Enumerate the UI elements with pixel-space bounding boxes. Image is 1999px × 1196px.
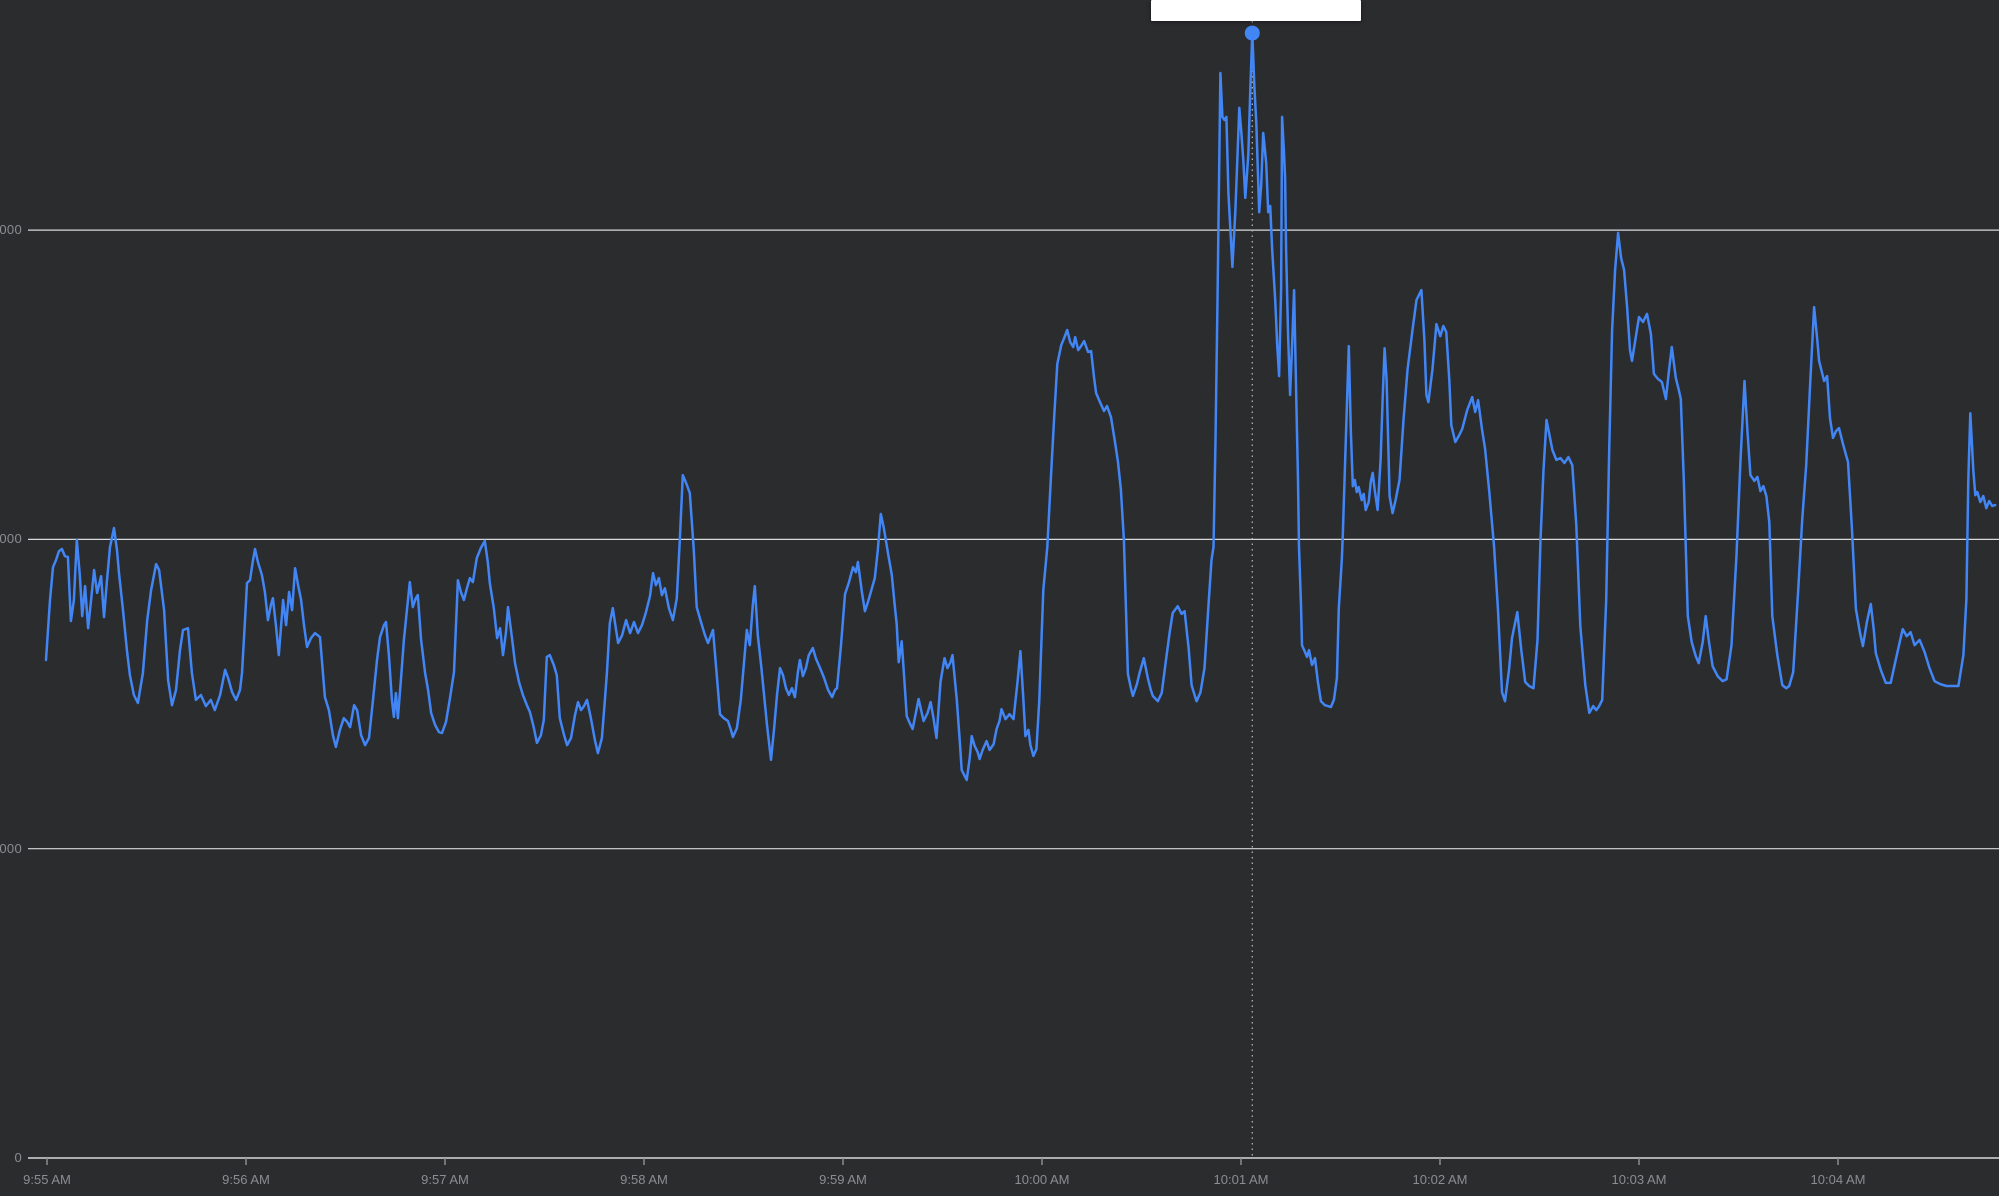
selected-point-marker — [1244, 25, 1260, 41]
x-tick-label: 9:56 AM — [222, 1172, 270, 1187]
gridlines — [28, 229, 1999, 1159]
series-polyline — [44, 31, 1997, 782]
y-tick-label: 0 — [14, 1150, 22, 1165]
series-line — [44, 31, 1997, 782]
y-tick-label: 000 — [0, 531, 22, 547]
x-tick-label: 10:00 AM — [1014, 1172, 1070, 1187]
x-tick-label: 10:03 AM — [1611, 1172, 1667, 1187]
x-tick-label: 10:01 AM — [1213, 1172, 1269, 1187]
x-tick-label: 9:55 AM — [23, 1172, 71, 1187]
x-tick-label: 9:58 AM — [620, 1172, 668, 1187]
y-tick-label: 000 — [0, 840, 22, 856]
y-tick-label: 000 — [0, 222, 22, 238]
x-tick-label: 10:02 AM — [1412, 1172, 1468, 1187]
x-axis-ticks — [46, 1158, 1839, 1165]
x-tick-label: 9:57 AM — [421, 1172, 469, 1187]
tooltip — [1151, 0, 1361, 21]
x-tick-label: 10:04 AM — [1810, 1172, 1866, 1187]
selected-point-dot — [1244, 25, 1260, 41]
x-tick-label: 9:59 AM — [819, 1172, 867, 1187]
